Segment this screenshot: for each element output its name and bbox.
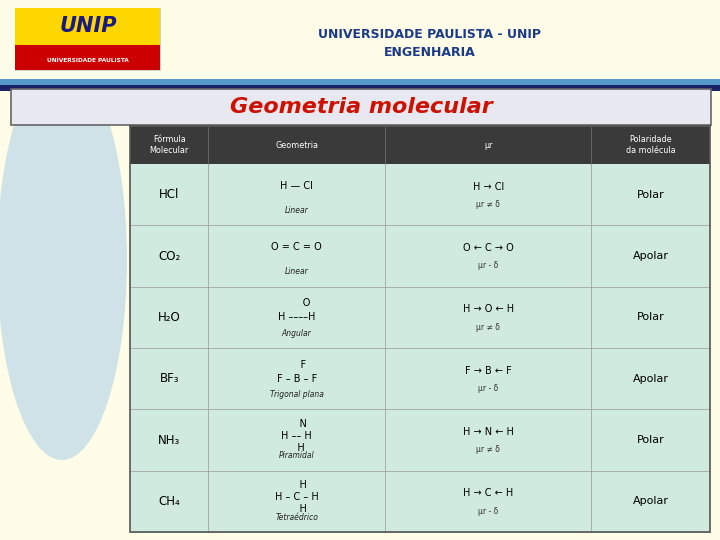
Text: Polar: Polar — [636, 312, 665, 322]
Text: H₂O: H₂O — [158, 311, 181, 324]
Text: F: F — [288, 360, 306, 370]
Text: Polar: Polar — [636, 435, 665, 445]
Bar — [0, 85, 720, 91]
Text: H ––––H: H ––––H — [278, 312, 315, 322]
Text: H: H — [287, 504, 307, 514]
Text: Piramidal: Piramidal — [279, 451, 315, 461]
Bar — [130, 126, 710, 532]
Bar — [15, 8, 160, 45]
Text: CH₄: CH₄ — [158, 495, 180, 508]
Bar — [130, 164, 710, 225]
Text: CO₂: CO₂ — [158, 249, 180, 262]
Text: UNIVERSIDADE PAULISTA - UNIP
ENGENHARIA: UNIVERSIDADE PAULISTA - UNIP ENGENHARIA — [318, 29, 541, 59]
Text: H — Cl: H — Cl — [280, 181, 313, 191]
Text: Polar: Polar — [636, 190, 665, 200]
Text: BF₃: BF₃ — [159, 372, 179, 385]
Text: H → Cl: H → Cl — [472, 181, 504, 192]
Bar — [130, 287, 710, 348]
Text: N: N — [287, 419, 307, 429]
Bar — [15, 8, 160, 70]
Text: Linear: Linear — [285, 206, 309, 215]
Text: UNIVERSIDADE PAULISTA: UNIVERSIDADE PAULISTA — [47, 57, 129, 63]
Bar — [130, 225, 710, 287]
Text: μr: μr — [484, 140, 492, 150]
Text: O: O — [284, 298, 310, 308]
Text: Apolar: Apolar — [633, 251, 669, 261]
Text: H → C ← H: H → C ← H — [463, 488, 513, 498]
Text: Fórmula
Molecular: Fórmula Molecular — [150, 136, 189, 154]
Bar — [130, 348, 710, 409]
Text: O ← C → O: O ← C → O — [463, 243, 513, 253]
Text: μr ≠ δ: μr ≠ δ — [476, 323, 500, 332]
Text: Linear: Linear — [285, 267, 309, 276]
Text: μr - δ: μr - δ — [478, 384, 498, 393]
Text: Geometria: Geometria — [275, 140, 318, 150]
Text: H –– H: H –– H — [282, 431, 312, 441]
Text: Apolar: Apolar — [633, 496, 669, 507]
Bar — [0, 0, 720, 80]
Ellipse shape — [0, 60, 127, 460]
Text: F – B – F: F – B – F — [276, 374, 317, 383]
Text: μr ≠ δ: μr ≠ δ — [476, 446, 500, 455]
Text: μr - δ: μr - δ — [478, 261, 498, 271]
Text: UNIP: UNIP — [59, 16, 117, 36]
Text: Tetraédrico: Tetraédrico — [275, 513, 318, 522]
Bar — [130, 409, 710, 471]
Bar — [0, 79, 720, 85]
Text: HCl: HCl — [159, 188, 179, 201]
Bar — [130, 126, 710, 164]
Text: H: H — [287, 481, 307, 490]
Text: Angular: Angular — [282, 329, 312, 338]
Text: μr - δ: μr - δ — [478, 507, 498, 516]
Text: Polaridade
da molécula: Polaridade da molécula — [626, 136, 675, 154]
Bar — [15, 45, 160, 70]
Bar — [130, 471, 710, 532]
Text: H → N ← H: H → N ← H — [463, 427, 513, 437]
Text: H: H — [289, 443, 305, 453]
Text: NH₃: NH₃ — [158, 434, 180, 447]
FancyBboxPatch shape — [11, 89, 711, 125]
Text: Apolar: Apolar — [633, 374, 669, 383]
Text: O = C = O: O = C = O — [271, 242, 322, 252]
Text: F → B ← F: F → B ← F — [465, 366, 511, 376]
Text: Trigonal plana: Trigonal plana — [270, 390, 324, 399]
Text: Geometria molecular: Geometria molecular — [230, 97, 492, 117]
Text: H – C – H: H – C – H — [275, 492, 319, 502]
Text: μr ≠ δ: μr ≠ δ — [476, 200, 500, 209]
Text: H → O ← H: H → O ← H — [462, 305, 513, 314]
